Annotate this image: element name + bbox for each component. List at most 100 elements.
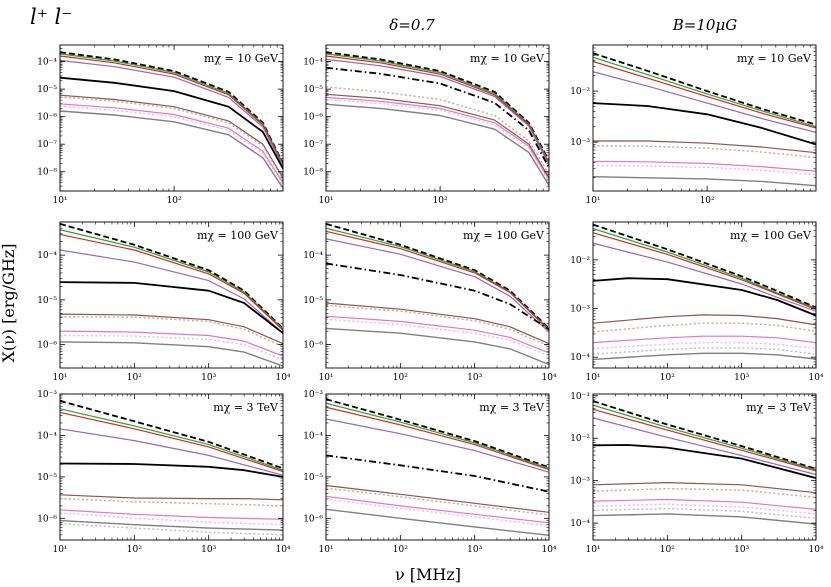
y-tick-label: 10⁻² bbox=[570, 256, 590, 266]
series-group bbox=[593, 52, 816, 187]
y-tick-label: 10⁻² bbox=[570, 87, 590, 97]
series-line-gray bbox=[326, 508, 549, 536]
series-line-pink bbox=[593, 498, 816, 510]
series-line-total bbox=[60, 400, 283, 470]
series-line-brown bbox=[326, 93, 549, 179]
x-tick-label: 10³ bbox=[734, 373, 749, 383]
series-line-brown bbox=[60, 494, 283, 501]
panel-4: 10¹ 10² 10³ 10⁴ 10⁻⁶ 10⁻⁵ 10⁻⁴ mχ = 100 GeV bbox=[37, 221, 291, 383]
series-line-gray bbox=[60, 110, 283, 189]
series-line-brown-dot bbox=[326, 487, 549, 516]
plot-frame bbox=[592, 393, 817, 541]
series-line-purple bbox=[593, 242, 816, 312]
series-line-dashdot bbox=[326, 454, 549, 493]
x-tick-label: 10¹ bbox=[585, 545, 600, 555]
series-line-brown bbox=[326, 302, 549, 345]
series-line-black bbox=[593, 102, 816, 146]
y-tick-label: 10⁻⁴ bbox=[570, 353, 590, 363]
y-tick-label: 10⁻⁵ bbox=[303, 473, 323, 483]
panel-6: 10¹ 10² 10³ 10⁴ 10⁻⁴ 10⁻³ 10⁻² mχ = 100 GeV bbox=[570, 221, 824, 383]
panel-7: 10¹ 10² 10³ 10⁴ 10⁻⁶ 10⁻⁵ 10⁻⁴ 10⁻³ mχ = 3 TeV bbox=[37, 390, 291, 555]
y-tick-label: 10⁻³ bbox=[303, 390, 323, 400]
x-tick-label: 10⁴ bbox=[541, 545, 556, 555]
series-line-dashdot bbox=[326, 262, 549, 331]
series-group bbox=[326, 223, 549, 366]
panel-2: 10¹ 10² 10⁻⁸ 10⁻⁷ 10⁻⁶ 10⁻⁵ 10⁻⁴ mχ = 10 GeV bbox=[303, 44, 550, 206]
x-tick-label: 10² bbox=[127, 373, 142, 383]
series-line-total bbox=[326, 398, 549, 469]
x-axis-label: ν [MHz] bbox=[395, 565, 461, 584]
y-tick-label: 10⁻⁵ bbox=[37, 85, 57, 95]
x-tick-label: 10² bbox=[393, 373, 408, 383]
minor-ticks bbox=[593, 45, 816, 191]
series-line-purple bbox=[326, 238, 549, 333]
x-tick-label: 10⁴ bbox=[275, 373, 290, 383]
y-tick-label: 10⁻⁴ bbox=[303, 431, 323, 441]
series-line-brown bbox=[326, 484, 549, 513]
y-tick-label: 10⁻⁶ bbox=[37, 341, 57, 351]
y-tick-label: 10⁻⁸ bbox=[37, 168, 57, 178]
x-tick-label: 10³ bbox=[201, 545, 216, 555]
series-line-purple bbox=[593, 71, 816, 133]
series-line-total bbox=[60, 51, 283, 164]
series-line-gray bbox=[593, 176, 816, 187]
series-line-green bbox=[60, 229, 283, 330]
y-tick-label: 10⁻⁴ bbox=[37, 58, 57, 68]
panel-annotation: mχ = 10 GeV bbox=[204, 52, 279, 65]
x-tick-label: 10¹ bbox=[585, 196, 600, 206]
series-line-purple bbox=[326, 58, 549, 165]
series-line-green bbox=[593, 404, 816, 471]
panel-9: 10¹ 10² 10³ 10⁴ 10⁻⁴ 10⁻³ 10⁻² 10⁻¹ mχ = 3 TeV bbox=[570, 392, 824, 555]
x-tick-label: 10³ bbox=[734, 545, 749, 555]
y-tick-label: 10⁻⁴ bbox=[303, 58, 323, 68]
series-line-purple bbox=[60, 59, 283, 167]
panel-annotation: mχ = 100 GeV bbox=[730, 229, 812, 242]
x-tick-label: 10⁴ bbox=[275, 545, 290, 555]
series-line-total bbox=[326, 223, 549, 330]
plot-frame bbox=[325, 44, 550, 192]
x-tick-label: 10¹ bbox=[318, 545, 333, 555]
series-line-pink bbox=[60, 330, 283, 357]
y-tick-label: 10⁻³ bbox=[570, 305, 590, 315]
panel-8: 10¹ 10² 10³ 10⁴ 10⁻⁶ 10⁻⁵ 10⁻⁴ 10⁻³ mχ = 3 TeV bbox=[303, 390, 557, 555]
series-line-gray-dot bbox=[60, 522, 283, 536]
series-line-red bbox=[60, 55, 283, 165]
minor-ticks bbox=[593, 394, 816, 540]
series-line-dashdot bbox=[326, 66, 549, 169]
series-line-pink-dot bbox=[326, 318, 549, 357]
x-tick-label: 10³ bbox=[467, 545, 482, 555]
series-line-pink-dot bbox=[593, 341, 816, 350]
y-tick-label: 10⁻² bbox=[570, 434, 590, 444]
minor-ticks bbox=[326, 394, 549, 540]
panel-1: 10¹ 10² 10⁻⁸ 10⁻⁷ 10⁻⁶ 10⁻⁵ 10⁻⁴ mχ = 10 GeV bbox=[37, 44, 284, 206]
y-tick-label: 10⁻⁷ bbox=[303, 140, 323, 150]
x-tick-label: 10³ bbox=[467, 373, 482, 383]
series-line-brown bbox=[593, 314, 816, 326]
x-tick-label: 10² bbox=[433, 196, 448, 206]
series-line-total bbox=[593, 223, 816, 309]
series-line-gray bbox=[593, 513, 816, 525]
y-tick-label: 10⁻⁴ bbox=[37, 431, 57, 441]
series-line-brown-dot bbox=[326, 304, 549, 347]
series-line-total bbox=[60, 223, 283, 330]
series-line-black bbox=[593, 444, 816, 479]
series-line-brown bbox=[60, 94, 283, 179]
series-line-brown-dot bbox=[60, 497, 283, 507]
y-tick-label: 10⁻³ bbox=[570, 138, 590, 148]
y-tick-label: 10⁻⁶ bbox=[303, 514, 323, 524]
x-tick-label: 10¹ bbox=[52, 373, 67, 383]
x-tick-label: 10² bbox=[660, 545, 675, 555]
y-tick-label: 10⁻⁵ bbox=[37, 296, 57, 306]
panel-annotation: mχ = 3 TeV bbox=[746, 401, 812, 414]
x-tick-label: 10¹ bbox=[318, 373, 333, 383]
series-line-pink-dot bbox=[326, 498, 549, 527]
plot-frame bbox=[592, 44, 817, 192]
series-group bbox=[593, 400, 816, 525]
series-line-red bbox=[593, 60, 816, 129]
y-tick-label: 10⁻¹ bbox=[570, 392, 590, 402]
panel-3: 10¹ 10² 10⁻³ 10⁻² mχ = 10 GeV bbox=[570, 44, 817, 206]
y-tick-label: 10⁻⁴ bbox=[303, 251, 323, 261]
y-tick-label: 10⁻³ bbox=[570, 477, 590, 487]
